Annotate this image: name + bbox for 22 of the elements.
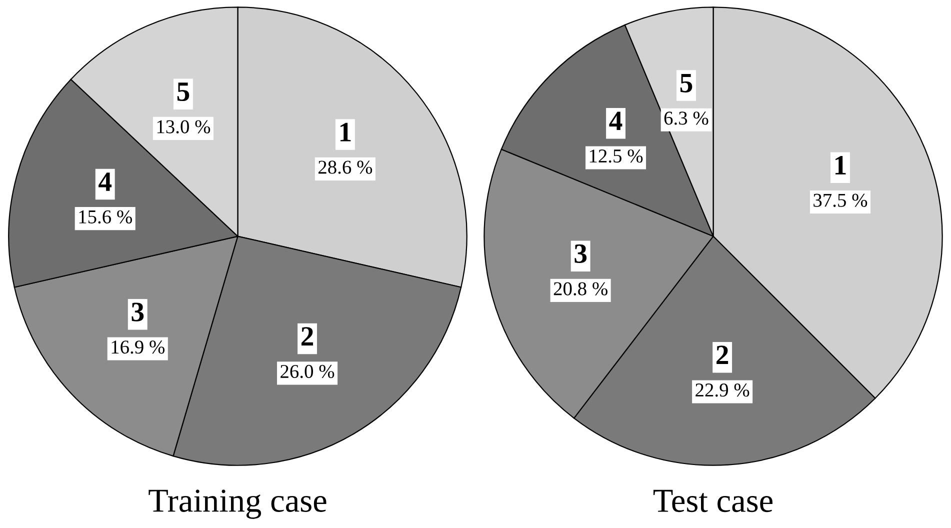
- data-label: 15.6 %: [79, 210, 132, 224]
- data-label: 37.5 %: [814, 194, 868, 207]
- text: Test case: [653, 490, 772, 512]
- data-label: 12.5 %: [590, 149, 643, 163]
- data-label: 26.0 %: [280, 364, 334, 378]
- slice-label: 4: [98, 172, 112, 191]
- slice-label: 5: [680, 74, 692, 92]
- data-label: 22.9 %: [696, 383, 750, 397]
- slice-label: 3: [132, 302, 144, 322]
- data-label: 13.0 %: [157, 120, 210, 134]
- data-label: 6.3 %: [664, 112, 708, 125]
- slice-label: 2: [716, 346, 728, 364]
- data-label: 16.9 %: [112, 340, 165, 354]
- slice-label: 1: [836, 156, 846, 174]
- slice-label: 3: [574, 244, 587, 264]
- slice-label: 2: [302, 327, 314, 346]
- data-label: 28.6 %: [318, 160, 372, 174]
- data-label: 20.8 %: [554, 282, 608, 296]
- text: Training case: [148, 490, 326, 519]
- slice-label: 1: [340, 122, 351, 142]
- slice-label: 5: [177, 82, 190, 102]
- slice-label: 4: [609, 112, 622, 130]
